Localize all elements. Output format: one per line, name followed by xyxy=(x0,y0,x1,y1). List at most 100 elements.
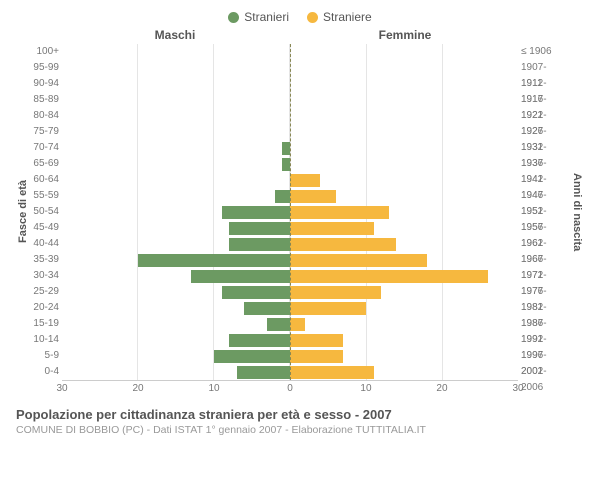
legend: Stranieri Straniere xyxy=(16,10,584,24)
bar-row xyxy=(62,172,290,188)
bar-row xyxy=(62,44,290,60)
x-tick: 10 xyxy=(208,383,219,394)
center-line xyxy=(290,44,291,380)
legend-swatch-female xyxy=(307,12,318,23)
birth-label: 1912-1916 xyxy=(518,76,570,92)
birth-label: 1972-1976 xyxy=(518,268,570,284)
female-bar xyxy=(290,174,320,187)
age-label: 20-24 xyxy=(30,300,62,316)
bar-row xyxy=(290,348,518,364)
age-label: 70-74 xyxy=(30,140,62,156)
birth-label: 1907-1911 xyxy=(518,60,570,76)
male-bar xyxy=(138,254,290,267)
birth-label: 1957-1961 xyxy=(518,220,570,236)
bar-row xyxy=(290,220,518,236)
bar-row xyxy=(290,188,518,204)
female-bar xyxy=(290,334,343,347)
bar-row xyxy=(62,316,290,332)
bar-row xyxy=(290,204,518,220)
bar-row xyxy=(62,220,290,236)
x-tick: 20 xyxy=(436,383,447,394)
age-label: 55-59 xyxy=(30,188,62,204)
female-bar xyxy=(290,190,336,203)
birth-labels: ≤ 19061907-19111912-19161917-19211922-19… xyxy=(518,44,570,380)
age-label: 100+ xyxy=(30,44,62,60)
birth-label: 1967-1971 xyxy=(518,252,570,268)
bar-row xyxy=(62,188,290,204)
x-ticks-male: 0102030 xyxy=(62,383,290,397)
column-header-female: Femmine xyxy=(290,28,520,42)
birth-label: 1947-1951 xyxy=(518,188,570,204)
male-bar xyxy=(214,350,290,363)
x-tick: 30 xyxy=(512,383,523,394)
female-bar xyxy=(290,254,427,267)
age-labels: 100+95-9990-9485-8980-8475-7970-7465-696… xyxy=(30,44,62,380)
male-bar xyxy=(275,190,290,203)
legend-swatch-male xyxy=(228,12,239,23)
bar-row xyxy=(290,172,518,188)
male-bar xyxy=(222,286,290,299)
x-tick: 20 xyxy=(132,383,143,394)
age-label: 60-64 xyxy=(30,172,62,188)
female-bar xyxy=(290,302,366,315)
age-label: 85-89 xyxy=(30,92,62,108)
age-label: 95-99 xyxy=(30,60,62,76)
bar-row xyxy=(290,76,518,92)
bar-row xyxy=(62,364,290,380)
bar-row xyxy=(290,44,518,60)
bar-row xyxy=(62,124,290,140)
age-label: 0-4 xyxy=(30,364,62,380)
age-label: 15-19 xyxy=(30,316,62,332)
birth-label: 1932-1936 xyxy=(518,140,570,156)
age-label: 50-54 xyxy=(30,204,62,220)
y-axis-title-right: Anni di nascita xyxy=(570,44,584,380)
female-bar xyxy=(290,206,389,219)
age-label: 75-79 xyxy=(30,124,62,140)
birth-label: 1922-1926 xyxy=(518,108,570,124)
birth-label: 1942-1946 xyxy=(518,172,570,188)
bar-row xyxy=(290,284,518,300)
bar-row xyxy=(290,60,518,76)
bar-row xyxy=(290,332,518,348)
male-bar xyxy=(282,142,290,155)
chart-title: Popolazione per cittadinanza straniera p… xyxy=(16,407,584,422)
female-bar xyxy=(290,318,305,331)
bar-row xyxy=(62,332,290,348)
bar-row xyxy=(62,268,290,284)
age-label: 10-14 xyxy=(30,332,62,348)
chart-subtitle: COMUNE DI BOBBIO (PC) - Dati ISTAT 1° ge… xyxy=(16,424,584,436)
female-bar xyxy=(290,222,374,235)
bar-row xyxy=(290,92,518,108)
female-bar xyxy=(290,350,343,363)
plot-area xyxy=(62,44,518,380)
age-label: 5-9 xyxy=(30,348,62,364)
x-tick: 30 xyxy=(56,383,67,394)
plot-half-male xyxy=(62,44,290,380)
chart-body: Fasce di età 100+95-9990-9485-8980-8475-… xyxy=(16,44,584,380)
bar-row xyxy=(62,284,290,300)
bar-row xyxy=(290,316,518,332)
bar-row xyxy=(62,252,290,268)
bar-row xyxy=(62,236,290,252)
male-bar xyxy=(237,366,290,379)
age-label: 25-29 xyxy=(30,284,62,300)
plot-half-female xyxy=(290,44,518,380)
age-label: 65-69 xyxy=(30,156,62,172)
birth-label: 1977-1981 xyxy=(518,284,570,300)
bar-row xyxy=(62,300,290,316)
x-tick: 10 xyxy=(360,383,371,394)
male-bar xyxy=(191,270,290,283)
footer: Popolazione per cittadinanza straniera p… xyxy=(16,407,584,436)
bar-row xyxy=(290,140,518,156)
male-bar xyxy=(267,318,290,331)
birth-label: ≤ 1906 xyxy=(518,44,570,60)
female-bar xyxy=(290,270,488,283)
legend-item-male: Stranieri xyxy=(228,10,289,24)
birth-label: 1997-2001 xyxy=(518,348,570,364)
y-axis-title-left: Fasce di età xyxy=(16,44,30,380)
legend-label-male: Stranieri xyxy=(244,10,289,24)
birth-label: 1937-1941 xyxy=(518,156,570,172)
legend-item-female: Straniere xyxy=(307,10,372,24)
x-axis-line xyxy=(62,380,518,381)
age-label: 90-94 xyxy=(30,76,62,92)
